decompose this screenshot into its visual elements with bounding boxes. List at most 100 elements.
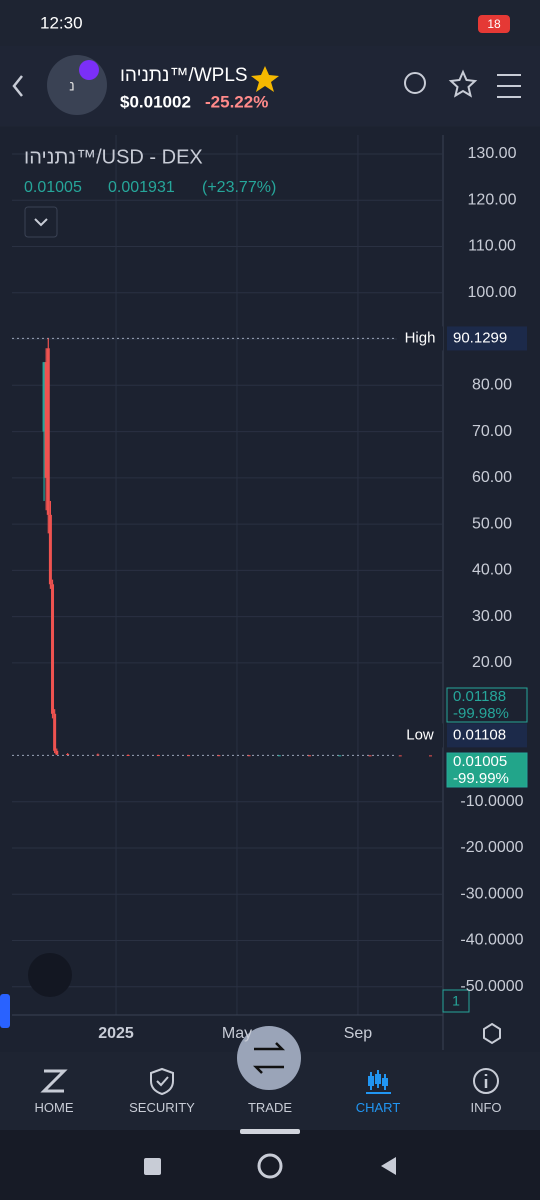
nav-icon — [255, 1066, 285, 1096]
nav-item[interactable]: CHART — [324, 1060, 432, 1130]
settings-icon[interactable] — [483, 1022, 501, 1045]
nav-icon — [150, 1067, 174, 1096]
favorite-star[interactable] — [251, 66, 279, 92]
extreme-tag — [397, 326, 443, 351]
pair-name: נתניהו™/WPLS — [120, 65, 248, 86]
back-button[interactable] — [381, 1157, 396, 1175]
price-tag — [446, 752, 528, 788]
battery — [478, 15, 510, 33]
candle-body — [308, 755, 312, 757]
candle-body — [44, 362, 48, 478]
y-tick-label: -40.0000 — [460, 932, 523, 949]
extreme-tag — [397, 723, 443, 748]
price-tag — [446, 687, 528, 723]
chevron — [34, 218, 48, 227]
candle-body — [55, 750, 59, 755]
extreme-value-tag — [447, 723, 527, 748]
y-tick-label: 80.00 — [472, 377, 512, 394]
battery-level: 18 — [487, 17, 501, 31]
candle-body — [53, 713, 57, 751]
y-tick-label: -20.0000 — [460, 839, 523, 856]
nav-label: CHART — [355, 1100, 401, 1115]
y-tick-label: 40.00 — [472, 562, 512, 579]
price-tag-price: 0.01188 — [453, 688, 506, 705]
scale-badge[interactable] — [442, 989, 470, 1013]
candle-body — [46, 348, 50, 515]
side-handle[interactable] — [0, 994, 10, 1028]
extreme-label: High — [405, 329, 436, 346]
chart-title: נתניהו™/USD - DEX — [24, 146, 203, 168]
x-tick-label: 2025 — [98, 1025, 134, 1042]
legend-value: (+23.77%) — [202, 179, 276, 196]
search-icon[interactable] — [404, 72, 426, 94]
candle-body — [368, 755, 372, 757]
chain-badge — [79, 60, 99, 80]
extreme-value: 0.01108 — [453, 726, 506, 743]
nav-icon — [473, 1068, 499, 1094]
y-tick-label: 100.00 — [468, 284, 517, 301]
x-tick-label: May — [222, 1025, 252, 1042]
candle-body — [42, 362, 46, 432]
nav-label: INFO — [470, 1100, 502, 1115]
price-tag-change: -99.99% — [453, 770, 509, 787]
recents-button[interactable] — [144, 1158, 161, 1175]
candle-body — [398, 755, 402, 757]
candle-body — [126, 754, 130, 756]
scale-badge-text: 1 — [452, 993, 460, 1009]
price-change: -25.22% — [205, 92, 268, 111]
y-tick-label: 120.00 — [468, 191, 517, 208]
y-tick-label: 70.00 — [472, 423, 512, 440]
collapse-button[interactable] — [24, 206, 58, 238]
y-tick-label: -50.0000 — [460, 978, 523, 995]
menu-icon[interactable] — [497, 74, 521, 98]
handle — [240, 1129, 300, 1134]
candle-body — [429, 755, 433, 757]
nav-item[interactable]: INFO — [432, 1060, 540, 1130]
swap-icon — [252, 1042, 286, 1074]
candle-body — [96, 754, 100, 756]
back-icon[interactable] — [12, 75, 23, 97]
candle-body — [48, 514, 52, 585]
y-tick-label: 110.00 — [468, 238, 516, 255]
y-tick-label: 130.00 — [468, 145, 517, 162]
watch-icon[interactable] — [448, 69, 478, 98]
x-tick-label: Sep — [344, 1025, 373, 1042]
price-tag-change: -99.98% — [453, 705, 509, 722]
price-tag-price: 0.01005 — [453, 753, 507, 770]
nav-label: HOME — [34, 1100, 74, 1115]
price: $0.01002 — [120, 92, 191, 111]
tradingview-logo[interactable] — [28, 953, 72, 997]
extreme-value-tag — [447, 326, 527, 351]
candle-body — [217, 755, 221, 757]
nav-label: SECURITY — [129, 1100, 195, 1115]
nav-label: TRADE — [247, 1100, 293, 1115]
candle-body — [247, 755, 251, 757]
y-tick-label: 30.00 — [472, 608, 512, 625]
legend-value: 0.001931 — [108, 179, 175, 196]
candle-body — [156, 755, 160, 757]
nav-icon — [366, 1070, 391, 1094]
system-nav-bg — [0, 1130, 540, 1200]
bottom-nav: HOME SECURITY TRADE CHART INFO — [0, 1060, 540, 1130]
nav-item[interactable]: HOME — [0, 1060, 108, 1130]
home-button[interactable] — [257, 1153, 283, 1179]
extreme-label: Low — [406, 726, 434, 743]
y-tick-label: 50.00 — [472, 515, 512, 532]
logo-letter: נ — [69, 78, 74, 94]
nav-item[interactable]: TRADE — [216, 1060, 324, 1130]
y-tick-label: -30.0000 — [460, 885, 523, 902]
y-tick-label: 20.00 — [472, 654, 512, 671]
y-tick-label: 60.00 — [472, 469, 512, 486]
candle-body — [338, 755, 342, 757]
candle-body — [66, 754, 70, 756]
chart-bg — [0, 127, 540, 1052]
trade-button[interactable] — [237, 1026, 301, 1090]
candle-body — [187, 755, 191, 757]
legend-value: 0.01005 — [24, 179, 82, 196]
y-tick-label: -10.0000 — [460, 793, 523, 810]
nav-icon — [40, 1069, 68, 1093]
nav-item[interactable]: SECURITY — [108, 1060, 216, 1130]
clock: 12:30 — [40, 13, 83, 32]
extreme-value: 90.1299 — [453, 329, 507, 346]
